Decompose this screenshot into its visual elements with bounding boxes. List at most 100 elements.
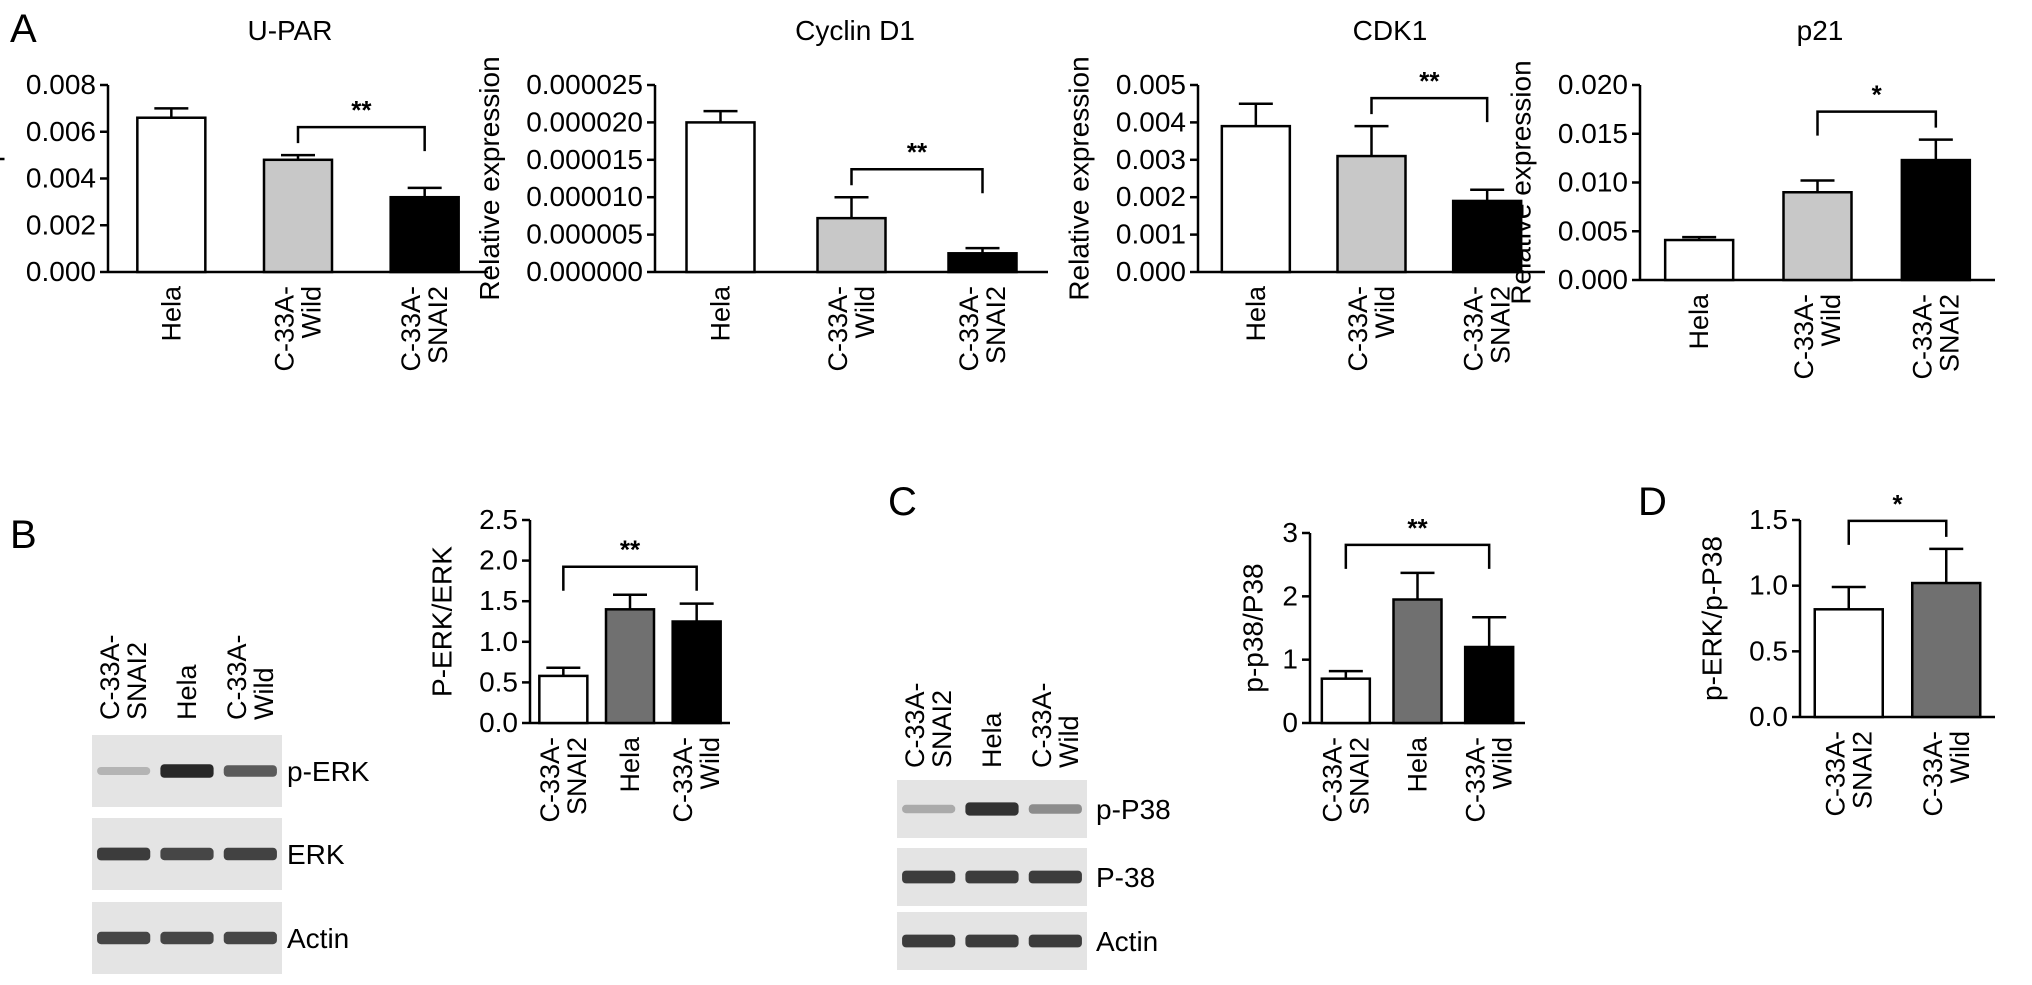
x-tick-label: Hela xyxy=(1241,285,1271,342)
bar xyxy=(136,116,207,274)
y-tick-label: 0.000 xyxy=(26,256,96,287)
y-tick-label: 2.5 xyxy=(479,504,518,535)
bar xyxy=(816,216,887,274)
y-tick-label: 0.002 xyxy=(26,209,96,240)
bar xyxy=(389,195,460,274)
significance-bracket xyxy=(296,125,426,152)
blot-band xyxy=(97,767,151,775)
y-tick-label: 0.006 xyxy=(26,116,96,147)
significance-label: ** xyxy=(1407,513,1428,543)
blot-band xyxy=(1028,804,1082,814)
y-axis-label: Relative expression xyxy=(474,56,505,300)
x-tick-label: C-33A-Wild xyxy=(1918,731,1975,817)
blot-band xyxy=(160,764,214,778)
blot-row-label: p-ERK xyxy=(287,756,370,787)
y-tick-label: 0.004 xyxy=(26,163,96,194)
x-tick-label: Hela xyxy=(156,285,186,342)
y-tick-label: 0.008 xyxy=(26,69,96,100)
x-tick-label: Hela xyxy=(1684,293,1714,350)
y-tick-label: 0.000025 xyxy=(526,69,643,100)
chart-p-erk-ratio: 0.0 0.5 1.0 1.5 2.0 2.5 P-ERK/ERK C-33A-SNAI2 He… xyxy=(427,504,730,823)
bar xyxy=(262,158,334,274)
significance-label: * xyxy=(1872,80,1883,110)
y-axis-label: p-p38/P38 xyxy=(1238,563,1269,692)
y-tick-label: 0.004 xyxy=(1116,106,1186,137)
y-tick-label: 0.0 xyxy=(479,707,518,738)
bar xyxy=(1900,158,1972,282)
bar xyxy=(1451,199,1523,274)
lane-label: C-33A-SNAI2 xyxy=(900,682,957,768)
significance-label: * xyxy=(1892,489,1903,519)
y-tick-label: 0.005 xyxy=(1116,69,1186,100)
bar xyxy=(671,620,722,725)
chart-cdk1: CDK1 0.000 0.001 0.002 0.003 0.004 0.005 Relati… xyxy=(1064,15,1545,372)
significance-bracket xyxy=(1344,543,1491,569)
y-tick-label: 1 xyxy=(1282,644,1298,675)
significance-bracket xyxy=(850,167,984,194)
chart-p21: p21 0.000 0.005 0.010 0.015 0.020 Relative exp… xyxy=(1506,15,1995,380)
significance-label: ** xyxy=(620,535,641,565)
blot-row-label: P-38 xyxy=(1096,862,1155,893)
y-tick-label: 2 xyxy=(1282,580,1298,611)
y-tick-label: 0.5 xyxy=(1749,635,1788,666)
y-axis-label: P-ERK/ERK xyxy=(427,546,458,697)
lane-label: Hela xyxy=(977,711,1007,768)
bar xyxy=(1320,677,1372,725)
x-tick-label: C-33A-SNAI2 xyxy=(1317,737,1374,823)
y-tick-label: 0.003 xyxy=(1116,144,1186,175)
blot-band xyxy=(97,931,151,945)
y-tick-label: 0.000015 xyxy=(526,144,643,175)
blot-band xyxy=(97,847,151,861)
y-tick-label: 0 xyxy=(1282,707,1298,738)
bar xyxy=(1220,124,1292,274)
x-tick-label: C-33A-Wild xyxy=(823,286,880,372)
bar xyxy=(1782,191,1853,282)
blot-band xyxy=(965,870,1019,884)
y-tick-label: 0.002 xyxy=(1116,181,1186,212)
bar xyxy=(1813,608,1884,719)
y-axis-label: Relative expression xyxy=(1506,60,1537,304)
lane-label: C-33A-Wild xyxy=(1027,682,1084,768)
blot-band xyxy=(1028,870,1082,884)
lane-label: C-33A-SNAI2 xyxy=(95,634,152,720)
y-tick-label: 0.000020 xyxy=(526,106,643,137)
y-tick-label: 0.015 xyxy=(1558,118,1628,149)
chart-p-p38-ratio: 0 1 2 3 p-p38/P38 C-33A-SNAI2 Hela C-33A-Wild ** xyxy=(1238,513,1525,823)
blot-band xyxy=(965,934,1019,948)
panel-letter-c: C xyxy=(888,480,917,524)
x-tick-label: Hela xyxy=(1403,736,1433,793)
y-tick-label: 1.0 xyxy=(1749,570,1788,601)
blot-band xyxy=(223,847,277,861)
x-tick-label: C-33A-Wild xyxy=(1789,294,1846,380)
western-blot-c: C-33A-SNAI2 Hela C-33A-Wild p-P38 P-38 Actin xyxy=(897,682,1171,970)
western-blot-b: C-33A-SNAI2 Hela C-33A-Wild p-ERK ERK Actin xyxy=(92,634,370,974)
chart-title: CDK1 xyxy=(1353,15,1428,46)
chart-title: Cyclin D1 xyxy=(795,15,915,46)
blot-row-label: ERK xyxy=(287,839,345,870)
y-tick-label: 0.001 xyxy=(1116,219,1186,250)
significance-bracket xyxy=(1847,519,1948,545)
bar xyxy=(538,674,589,725)
y-tick-label: 0.000000 xyxy=(526,256,643,287)
x-tick-label: C-33A-SNAI2 xyxy=(396,286,453,372)
panel-letter-b: B xyxy=(10,513,37,557)
chart-u-par: U-PAR 0.000 0.002 0.004 0.006 0.008 Relative e… xyxy=(0,15,488,372)
blot-band xyxy=(160,847,214,861)
y-tick-label: 0.020 xyxy=(1558,69,1628,100)
x-tick-label: C-33A-Wild xyxy=(1461,737,1518,823)
y-tick-label: 0.010 xyxy=(1558,167,1628,198)
x-tick-label: C-33A-Wild xyxy=(668,737,725,823)
chart-title: p21 xyxy=(1797,15,1844,46)
bar xyxy=(604,608,656,725)
significance-label: ** xyxy=(907,137,928,167)
y-tick-label: 0.5 xyxy=(479,666,518,697)
y-tick-label: 0.0 xyxy=(1749,701,1788,732)
x-tick-label: C-33A-SNAI2 xyxy=(535,737,592,823)
panel-letter-a: A xyxy=(10,7,37,51)
blot-row-label: Actin xyxy=(1096,926,1158,957)
significance-bracket xyxy=(562,565,698,591)
chart-cyclin-d1: Cyclin D1 0.000000 0.000005 0.000010 0.00001… xyxy=(474,15,1048,372)
y-axis-label: Relative expression xyxy=(0,56,5,300)
y-tick-label: 2.0 xyxy=(479,545,518,576)
